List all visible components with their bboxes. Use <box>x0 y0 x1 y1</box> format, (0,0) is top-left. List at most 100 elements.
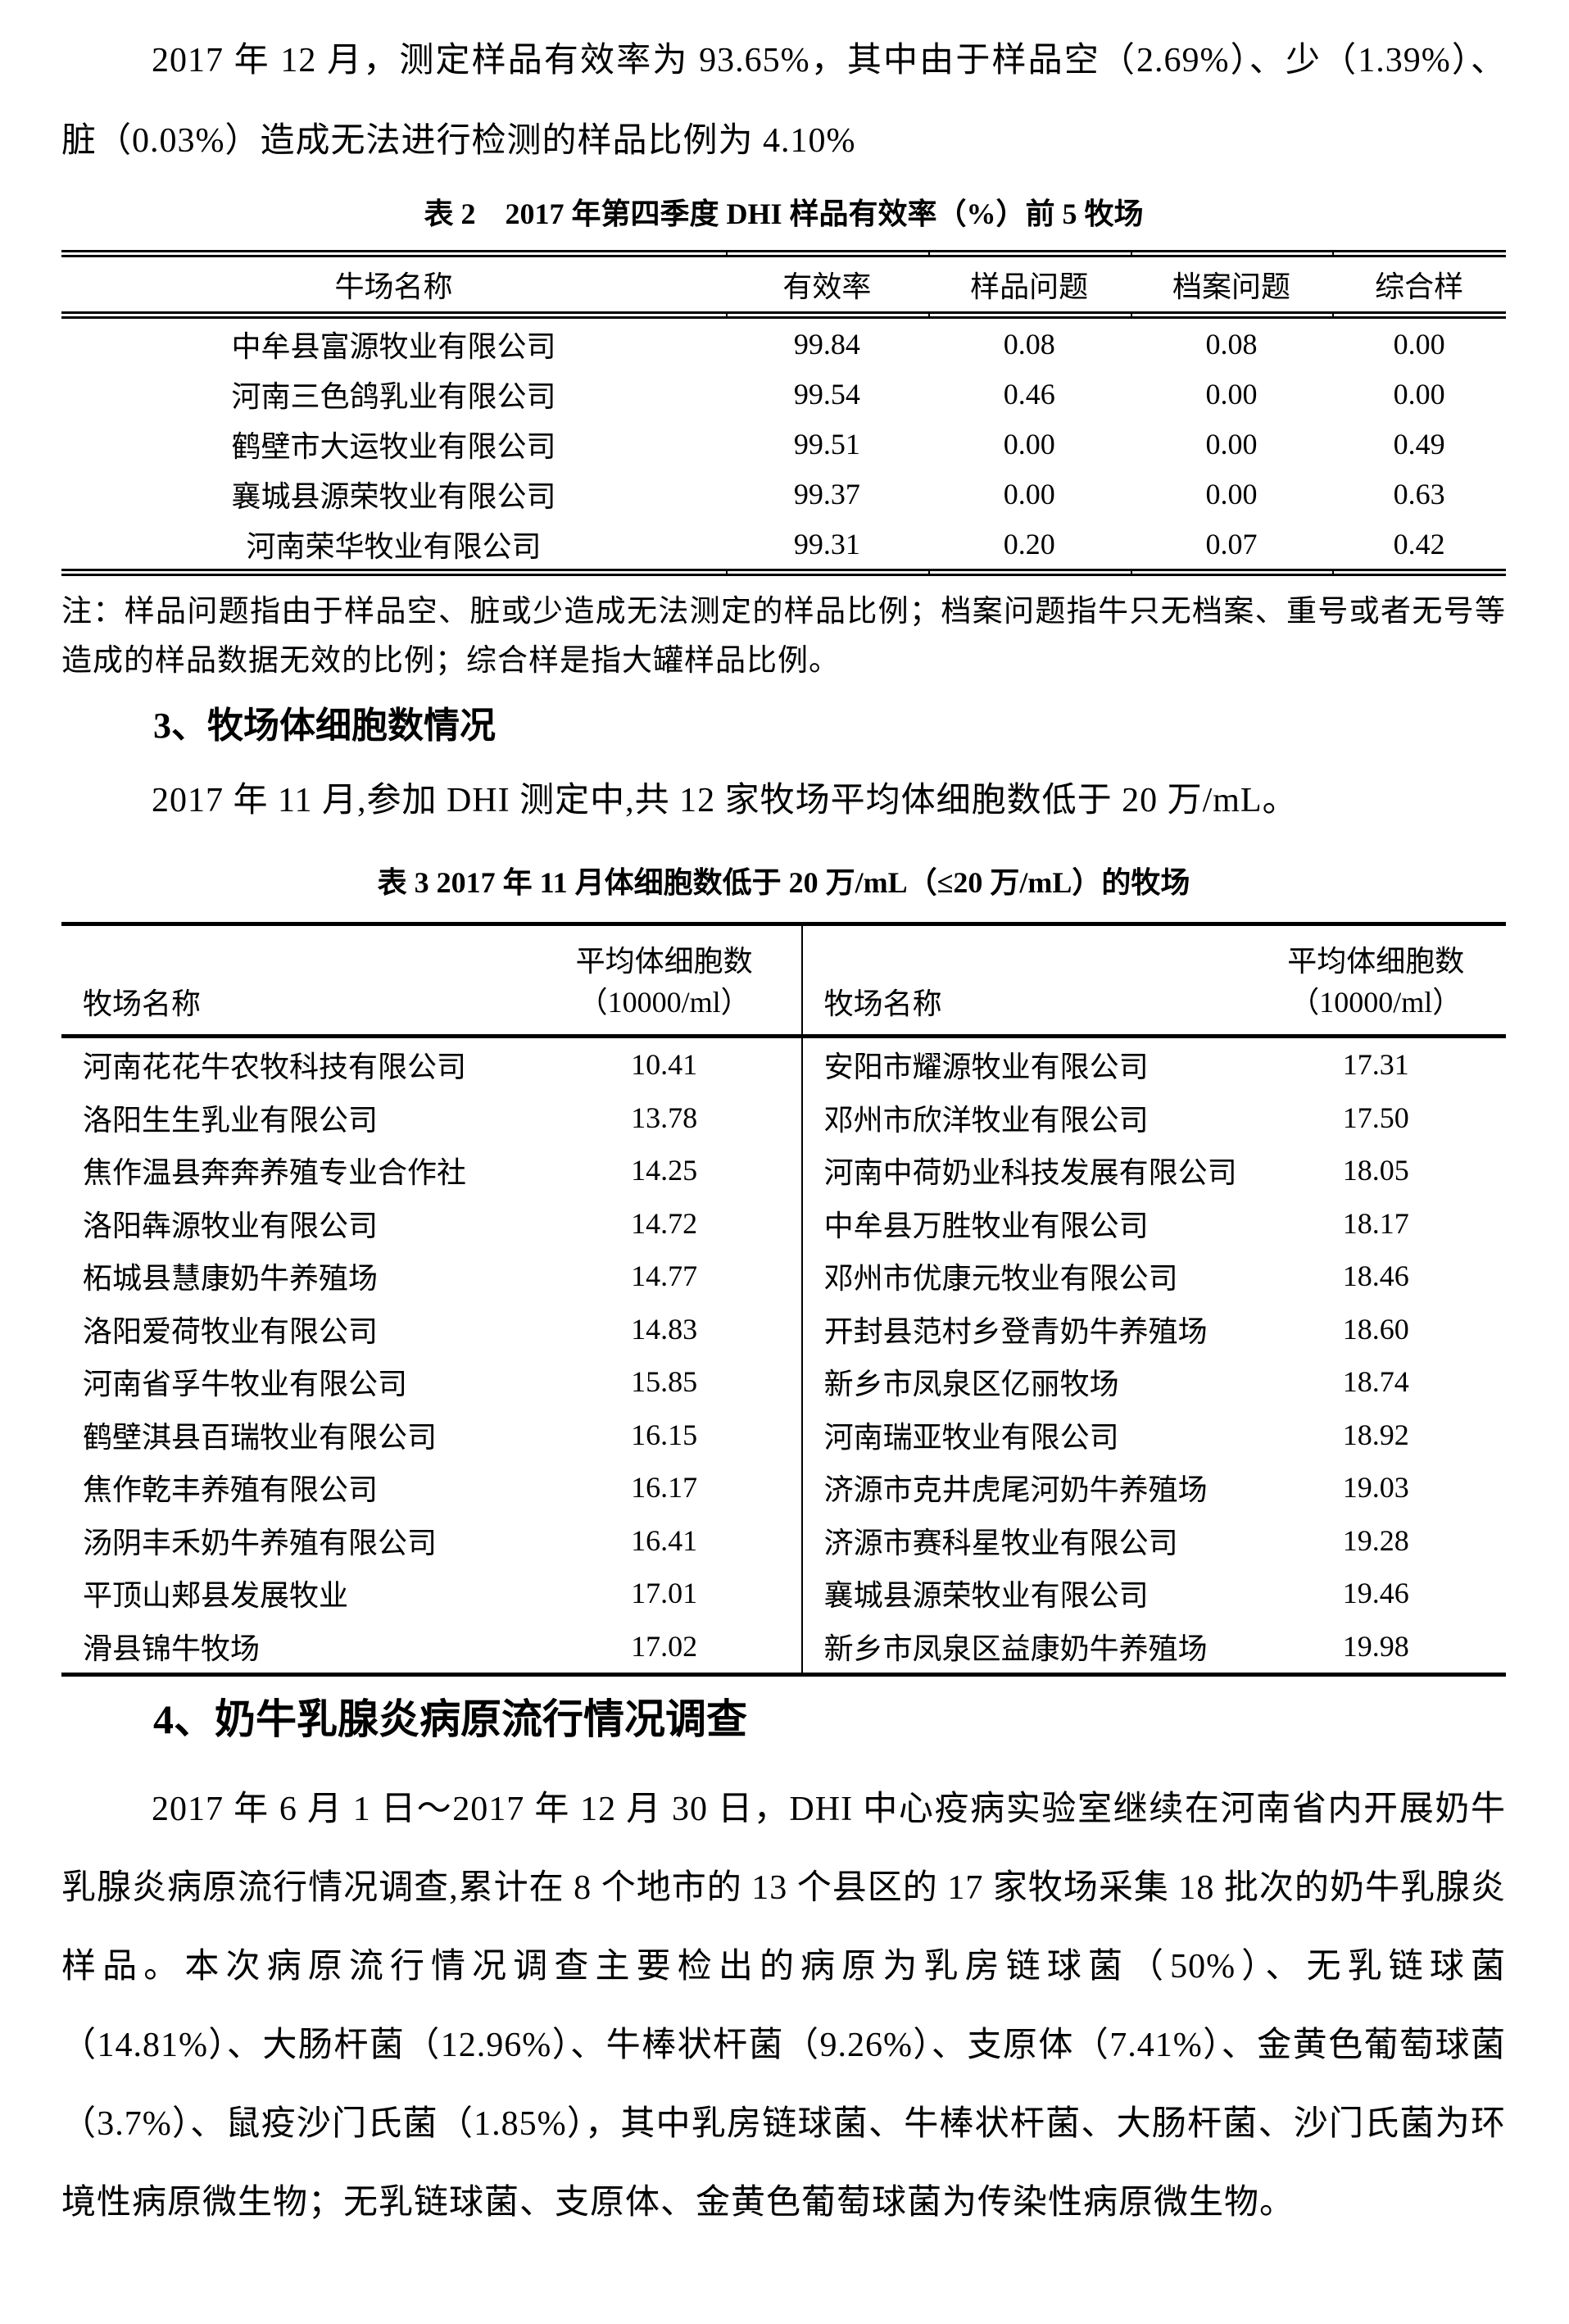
scc-value-cell: 13.78 <box>631 1101 698 1134</box>
value-cell: 0.00 <box>1003 477 1055 511</box>
scc-value-cell: 16.41 <box>631 1523 698 1557</box>
value-cell: 0.08 <box>1003 327 1055 361</box>
section4-paragraph: 2017 年 6 月 1 日～2017 年 12 月 30 日，DHI 中心疫病… <box>61 1791 1506 2222</box>
value-cell: 0.00 <box>1205 377 1258 411</box>
border-tick <box>1332 311 1335 319</box>
table-row: 汤阴丰禾奶牛养殖有限公司 16.41 济源市赛科星牧业有限公司 19.28 <box>61 1514 1506 1567</box>
table3-header-farm-name: 牧场名称 <box>823 987 942 1020</box>
value-cell: 99.84 <box>793 327 860 361</box>
table2-bottom-border <box>61 569 1506 576</box>
farm-name-cell: 济源市赛科星牧业有限公司 <box>823 1526 1178 1559</box>
scc-value-cell: 18.05 <box>1342 1154 1409 1187</box>
scc-value-cell: 14.25 <box>631 1154 698 1187</box>
table3-header-scc: 平均体细胞数 （10000/ml） <box>528 926 801 1034</box>
farm-name-cell: 河南荣华牧业有限公司 <box>246 529 542 563</box>
scc-value-cell: 14.77 <box>631 1260 698 1293</box>
table3-bottom-border <box>61 1673 1506 1677</box>
table-row: 河南花花牛农牧科技有限公司 10.41 安阳市耀源牧业有限公司 17.31 <box>61 1038 1506 1092</box>
farm-name-cell: 洛阳生生乳业有限公司 <box>83 1103 379 1137</box>
table3-header-scc-line2: （10000/ml） <box>1290 986 1462 1019</box>
value-cell: 0.00 <box>1205 427 1258 461</box>
scc-value-cell: 14.72 <box>631 1206 698 1240</box>
table2-header-archive-issue: 档案问题 <box>1172 270 1290 303</box>
scc-value-cell: 19.28 <box>1342 1523 1409 1557</box>
table-row: 中牟县富源牧业有限公司 99.84 0.08 0.08 0.00 <box>61 319 1506 369</box>
table2-header-bulk-sample: 综合样 <box>1375 270 1464 303</box>
value-cell: 0.07 <box>1205 527 1258 561</box>
value-cell: 99.51 <box>793 427 860 461</box>
table-row: 襄城县源荣牧业有限公司 99.37 0.00 0.00 0.63 <box>61 469 1506 519</box>
border-tick <box>1130 250 1132 257</box>
border-tick <box>725 311 728 319</box>
value-cell: 99.54 <box>793 377 860 411</box>
value-cell: 0.08 <box>1205 327 1258 361</box>
border-tick <box>1130 569 1132 576</box>
scc-value-cell: 18.46 <box>1342 1260 1409 1293</box>
table-row: 柘城县慧康奶牛养殖场 14.77 邓州市优康元牧业有限公司 18.46 <box>61 1250 1506 1303</box>
farm-name-cell: 焦作温县奔奔养殖专业合作社 <box>83 1156 467 1190</box>
value-cell: 99.31 <box>793 527 860 561</box>
scc-value-cell: 10.41 <box>631 1048 698 1082</box>
table2-sample-validity: 牛场名称 有效率 样品问题 档案问题 综合样 中牟县富源牧业有限公司 99.84… <box>61 250 1506 576</box>
border-tick <box>725 250 728 257</box>
farm-name-cell: 鹤壁淇县百瑞牧业有限公司 <box>83 1420 438 1454</box>
farm-name-cell: 新乡市凤泉区益康奶牛养殖场 <box>823 1632 1208 1665</box>
value-cell: 0.00 <box>1393 327 1445 361</box>
scc-value-cell: 18.92 <box>1342 1418 1409 1451</box>
farm-name-cell: 焦作乾丰养殖有限公司 <box>83 1473 379 1507</box>
table3-header-row: 牧场名称 平均体细胞数 （10000/ml） 牧场名称 平均体细胞数 （1000… <box>61 926 1506 1034</box>
table3-top-border <box>61 922 1506 926</box>
table2-header-row: 牛场名称 有效率 样品问题 档案问题 综合样 <box>61 257 1506 311</box>
scc-value-cell: 17.31 <box>1342 1048 1409 1082</box>
table3-header-scc-line1: 平均体细胞数 <box>1287 945 1465 978</box>
table3-header-left: 牧场名称 平均体细胞数 （10000/ml） <box>61 926 801 1034</box>
farm-name-cell: 平顶山郏县发展牧业 <box>83 1579 349 1613</box>
farm-name-cell: 洛阳爱荷牧业有限公司 <box>83 1314 379 1348</box>
farm-name-cell: 中牟县万胜牧业有限公司 <box>823 1209 1149 1242</box>
value-cell: 0.63 <box>1393 477 1445 511</box>
scc-value-cell: 16.15 <box>631 1418 698 1451</box>
scc-value-cell: 16.17 <box>631 1471 698 1505</box>
farm-name-cell: 中牟县富源牧业有限公司 <box>231 329 556 363</box>
scc-value-cell: 19.03 <box>1342 1471 1409 1505</box>
farm-name-cell: 河南省孚牛牧业有限公司 <box>83 1368 408 1401</box>
table-row: 河南三色鸽乳业有限公司 99.54 0.46 0.00 0.00 <box>61 369 1506 419</box>
table3-header-scc-line1: 平均体细胞数 <box>575 945 753 978</box>
table-row: 焦作温县奔奔养殖专业合作社 14.25 河南中荷奶业科技发展有限公司 18.05 <box>61 1144 1506 1197</box>
section3-paragraph: 2017 年 11 月,参加 DHI 测定中,共 12 家牧场平均体细胞数低于 … <box>152 782 1298 819</box>
farm-name-cell: 滑县锦牛牧场 <box>83 1632 261 1665</box>
value-cell: 0.20 <box>1003 527 1055 561</box>
value-cell: 99.37 <box>793 477 860 511</box>
value-cell: 0.49 <box>1393 427 1445 461</box>
farm-name-cell: 襄城县源荣牧业有限公司 <box>231 479 556 513</box>
farm-name-cell: 新乡市凤泉区亿丽牧场 <box>823 1368 1119 1401</box>
table3-header-farm-name: 牧场名称 <box>83 987 202 1020</box>
border-tick <box>927 311 930 319</box>
table-row: 河南省孚牛牧业有限公司 15.85 新乡市凤泉区亿丽牧场 18.74 <box>61 1355 1506 1409</box>
scc-value-cell: 18.17 <box>1342 1206 1409 1240</box>
farm-name-cell: 邓州市优康元牧业有限公司 <box>823 1262 1178 1296</box>
table2-header-farm-name: 牛场名称 <box>334 270 453 303</box>
table2-header-validity: 有效率 <box>782 270 872 303</box>
table3-header-scc-line2: （10000/ml） <box>578 986 750 1019</box>
section3-heading: 3、牧场体细胞数情况 <box>153 706 496 746</box>
table3-somatic-cell-count: 牧场名称 平均体细胞数 （10000/ml） 牧场名称 平均体细胞数 （1000… <box>61 922 1506 1677</box>
value-cell: 0.00 <box>1003 427 1055 461</box>
farm-name-cell: 邓州市欣洋牧业有限公司 <box>823 1103 1149 1137</box>
table-row: 焦作乾丰养殖有限公司 16.17 济源市克井虎尾河奶牛养殖场 19.03 <box>61 1461 1506 1514</box>
farm-name-cell: 河南瑞亚牧业有限公司 <box>823 1420 1119 1454</box>
table-row: 洛阳生生乳业有限公司 13.78 邓州市欣洋牧业有限公司 17.50 <box>61 1091 1506 1144</box>
section4-heading: 4、奶牛乳腺炎病原流行情况调查 <box>153 1696 747 1742</box>
border-tick <box>1332 250 1335 257</box>
table-row: 河南荣华牧业有限公司 99.31 0.20 0.07 0.42 <box>61 519 1506 569</box>
scc-value-cell: 15.85 <box>631 1365 698 1399</box>
farm-name-cell: 汤阴丰禾奶牛养殖有限公司 <box>83 1526 438 1559</box>
farm-name-cell: 柘城县慧康奶牛养殖场 <box>83 1262 379 1296</box>
table-row: 洛阳犇源牧业有限公司 14.72 中牟县万胜牧业有限公司 18.17 <box>61 1196 1506 1250</box>
scc-value-cell: 18.60 <box>1342 1312 1409 1346</box>
table3-caption: 表 3 2017 年 11 月体细胞数低于 20 万/mL（≤20 万/mL）的… <box>377 866 1190 899</box>
value-cell: 0.00 <box>1205 477 1258 511</box>
farm-name-cell: 安阳市耀源牧业有限公司 <box>823 1051 1149 1084</box>
scc-value-cell: 14.83 <box>631 1312 698 1346</box>
table2-header-sample-issue: 样品问题 <box>970 270 1089 303</box>
